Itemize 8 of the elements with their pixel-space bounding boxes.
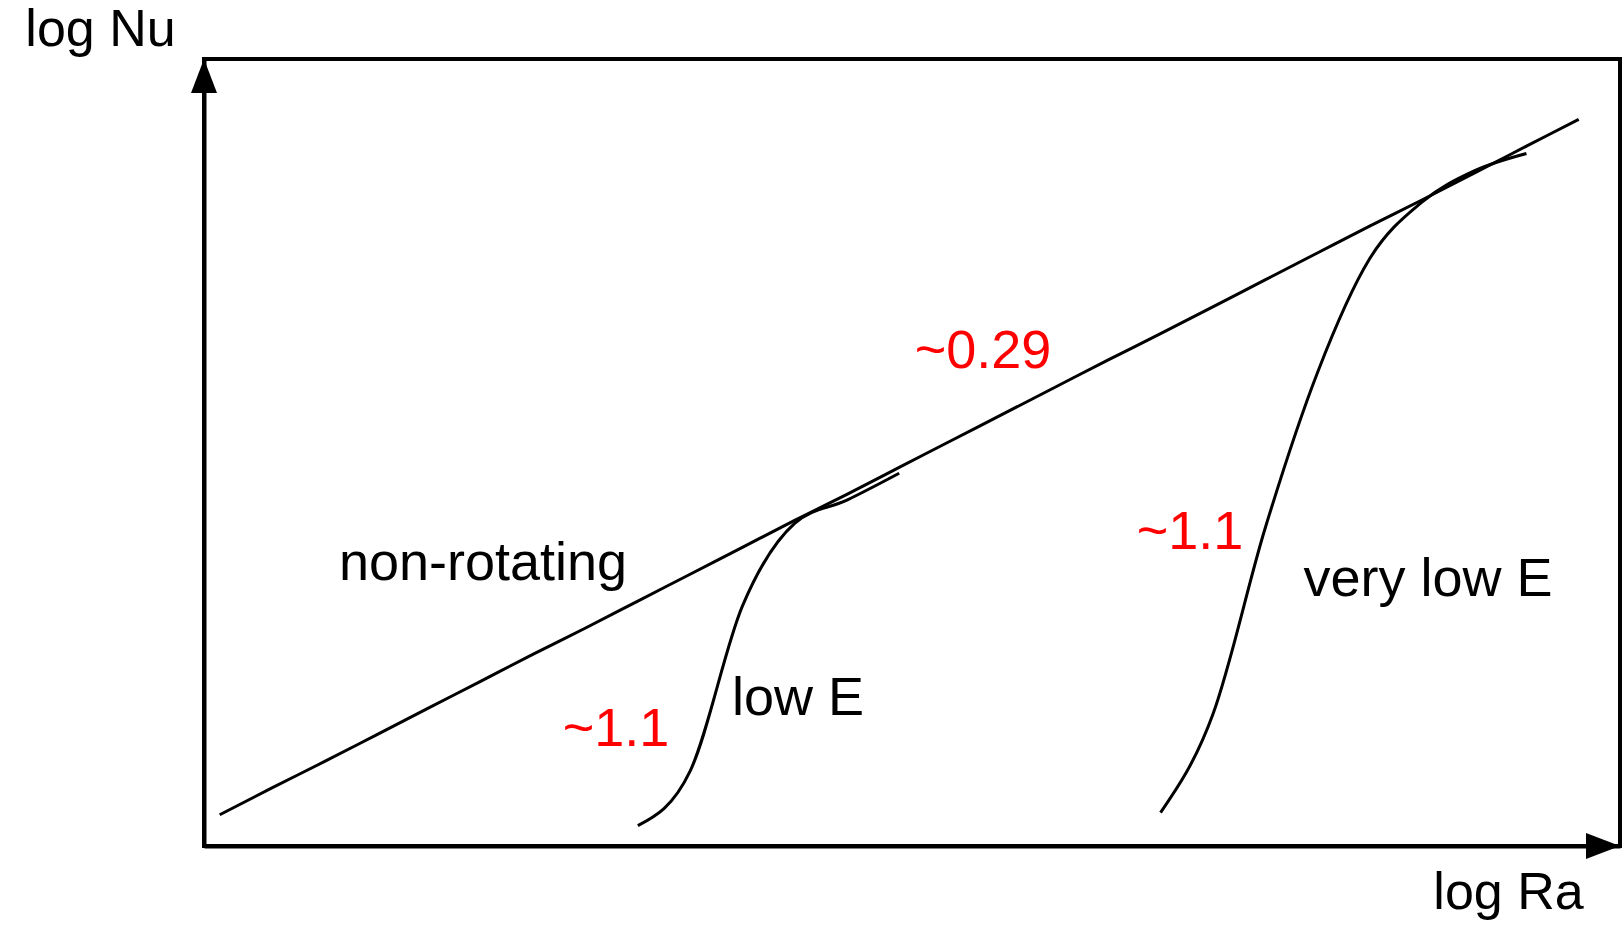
x-axis-title: log Ra: [1433, 861, 1584, 920]
annotation: ~1.1: [1136, 500, 1244, 560]
series-label: low E: [731, 666, 865, 726]
series-label: non-rotating: [338, 531, 628, 591]
annotation: ~1.1: [562, 697, 670, 757]
annotation: ~0.29: [914, 319, 1052, 379]
series-label: very low E: [1303, 547, 1553, 607]
y-axis-title: log Nu: [25, 0, 176, 57]
